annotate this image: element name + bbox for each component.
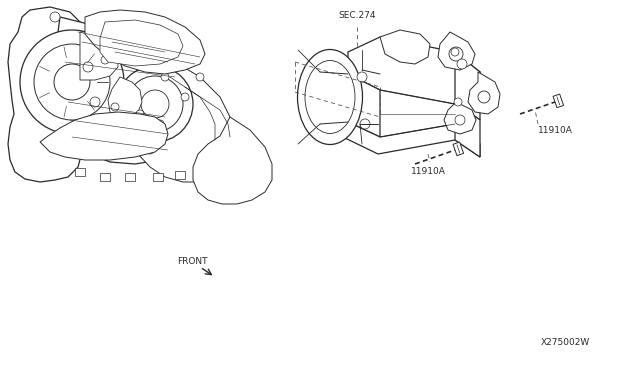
- Circle shape: [83, 62, 93, 72]
- Circle shape: [181, 93, 189, 101]
- Circle shape: [451, 48, 459, 56]
- Polygon shape: [80, 32, 118, 80]
- Text: FRONT: FRONT: [177, 257, 207, 266]
- Text: SEC.274: SEC.274: [339, 11, 376, 20]
- Circle shape: [50, 12, 60, 22]
- Circle shape: [54, 64, 90, 100]
- Polygon shape: [40, 112, 168, 160]
- Polygon shape: [8, 7, 82, 182]
- Polygon shape: [125, 173, 135, 181]
- Polygon shape: [348, 74, 380, 137]
- Circle shape: [156, 120, 164, 128]
- Circle shape: [449, 47, 463, 61]
- Circle shape: [20, 30, 124, 134]
- Polygon shape: [453, 142, 463, 155]
- Circle shape: [117, 66, 193, 142]
- Circle shape: [111, 103, 119, 111]
- Polygon shape: [380, 30, 430, 64]
- Polygon shape: [348, 37, 480, 104]
- Circle shape: [360, 119, 370, 129]
- Ellipse shape: [305, 61, 355, 134]
- Polygon shape: [100, 173, 110, 181]
- Circle shape: [171, 53, 179, 61]
- Circle shape: [161, 73, 169, 81]
- Circle shape: [146, 146, 154, 154]
- Polygon shape: [455, 102, 480, 157]
- Circle shape: [76, 120, 84, 128]
- Polygon shape: [468, 72, 500, 114]
- Circle shape: [127, 76, 183, 132]
- Polygon shape: [345, 122, 480, 157]
- Circle shape: [34, 44, 110, 120]
- Circle shape: [141, 90, 169, 118]
- Circle shape: [196, 73, 204, 81]
- Polygon shape: [132, 62, 235, 182]
- Text: 11910A: 11910A: [538, 125, 573, 135]
- Polygon shape: [553, 94, 564, 108]
- Text: X275002W: X275002W: [541, 338, 590, 347]
- Circle shape: [357, 72, 367, 82]
- Circle shape: [478, 91, 490, 103]
- Polygon shape: [108, 77, 142, 118]
- Polygon shape: [444, 102, 476, 134]
- Polygon shape: [455, 52, 480, 120]
- Polygon shape: [100, 20, 183, 66]
- Circle shape: [457, 59, 467, 69]
- Polygon shape: [75, 168, 85, 176]
- Circle shape: [101, 56, 109, 64]
- Circle shape: [96, 116, 104, 124]
- Circle shape: [84, 138, 92, 146]
- Polygon shape: [85, 10, 205, 74]
- Circle shape: [126, 33, 134, 41]
- Circle shape: [455, 115, 465, 125]
- Text: 11910A: 11910A: [411, 167, 445, 176]
- Polygon shape: [153, 173, 163, 181]
- Polygon shape: [175, 171, 185, 179]
- Circle shape: [86, 20, 94, 28]
- Circle shape: [90, 97, 100, 107]
- Circle shape: [136, 110, 144, 118]
- Ellipse shape: [298, 49, 362, 144]
- Polygon shape: [193, 117, 272, 204]
- Circle shape: [454, 98, 462, 106]
- Circle shape: [104, 140, 112, 148]
- Polygon shape: [438, 32, 475, 70]
- Circle shape: [126, 143, 134, 151]
- Polygon shape: [57, 17, 210, 164]
